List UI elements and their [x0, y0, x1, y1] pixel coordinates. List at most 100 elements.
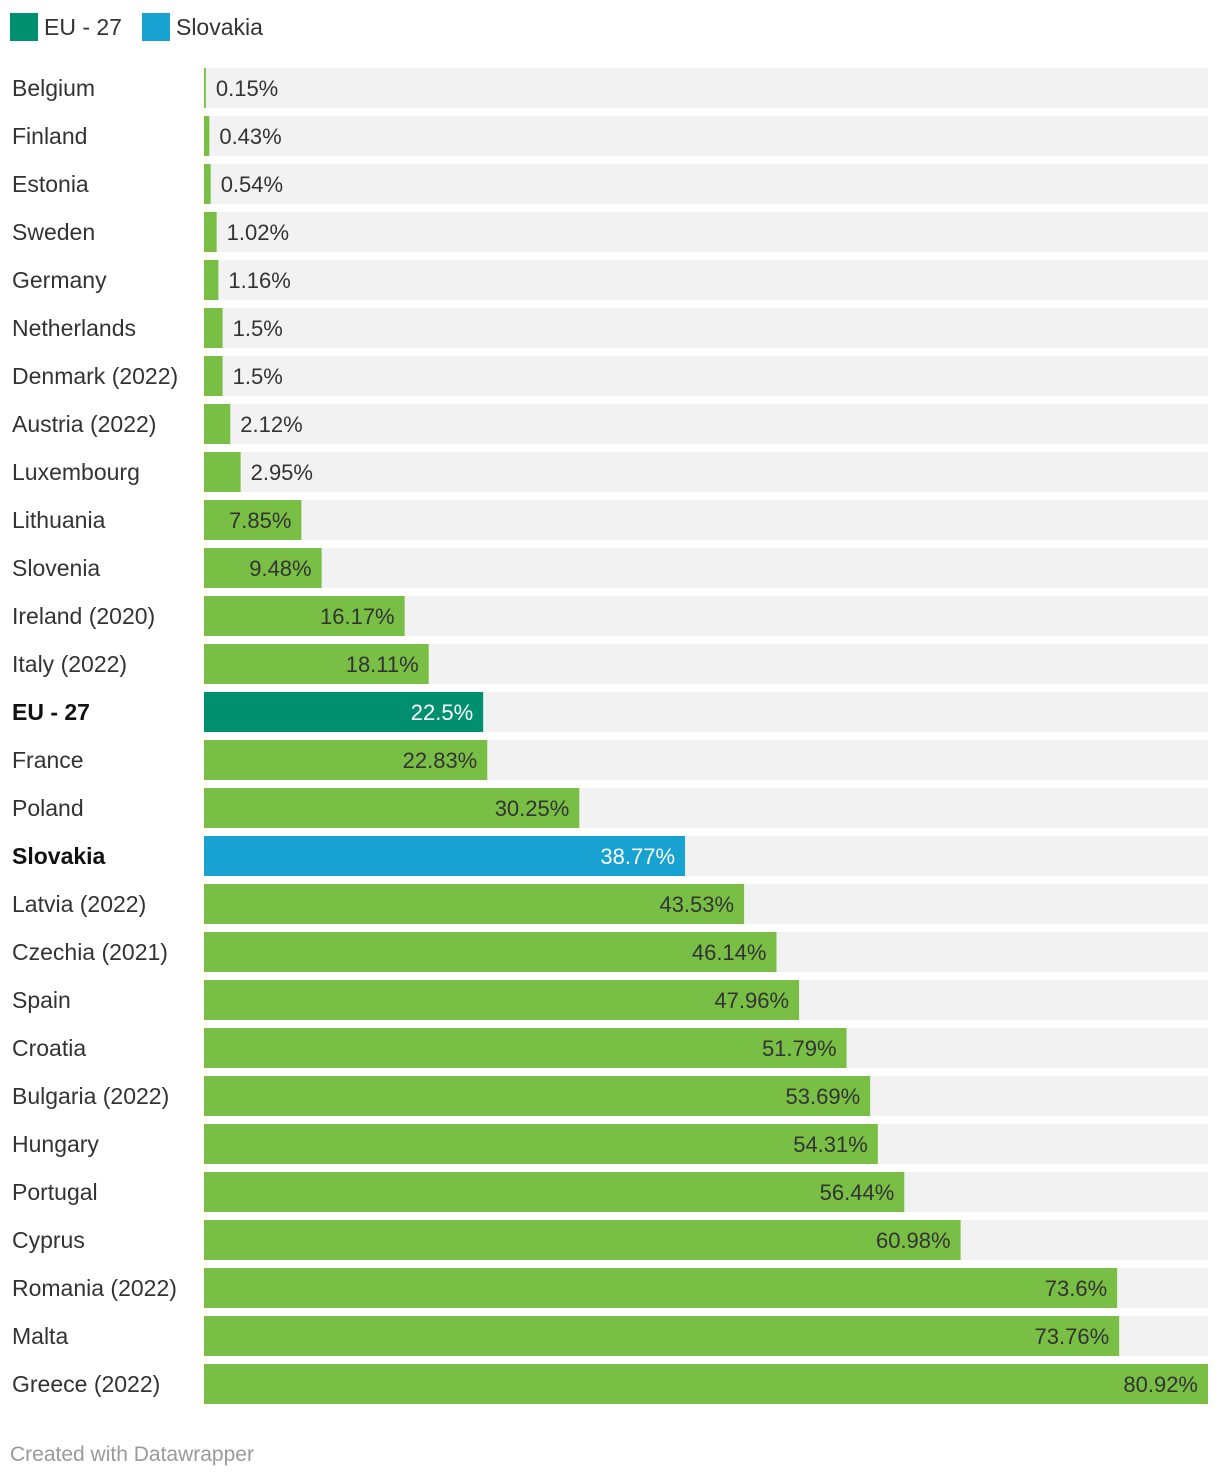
bar-hungary [204, 1124, 878, 1164]
legend-label-eu-27: EU - 27 [44, 13, 122, 40]
bar-netherlands [204, 308, 223, 348]
legend: EU - 27 Slovakia [10, 12, 283, 42]
bar-malta [204, 1316, 1120, 1356]
value-label-croatia: 51.79% [762, 1036, 837, 1061]
row-label-bulgaria-2022: Bulgaria (2022) [12, 1083, 169, 1109]
bar-estonia [204, 164, 211, 204]
value-label-greece-2022: 80.92% [1123, 1372, 1198, 1397]
row-label-ireland-2020: Ireland (2020) [12, 603, 155, 629]
bar-luxembourg [204, 452, 241, 492]
bar-track-slovenia [204, 548, 1208, 588]
bar-slovenia [204, 548, 322, 588]
row-label-greece-2022: Greece (2022) [12, 1371, 160, 1397]
bar-track-denmark-2022 [204, 356, 1208, 396]
bar-greece-2022 [204, 1364, 1208, 1404]
value-label-cyprus: 60.98% [876, 1228, 951, 1253]
row-label-eu-27: EU - 27 [12, 699, 90, 725]
bar-cyprus [204, 1220, 961, 1260]
bar-france [204, 740, 488, 780]
bar-spain [204, 980, 800, 1020]
value-label-sweden: 1.02% [227, 220, 289, 245]
value-label-hungary: 54.31% [793, 1132, 868, 1157]
bar-track-belgium [204, 68, 1208, 108]
value-label-slovenia: 9.48% [249, 556, 311, 581]
row-label-slovenia: Slovenia [12, 555, 100, 581]
bar-track-germany [204, 260, 1208, 300]
bar-poland [204, 788, 580, 828]
row-label-poland: Poland [12, 795, 84, 821]
row-label-cyprus: Cyprus [12, 1227, 85, 1253]
bar-portugal [204, 1172, 905, 1212]
legend-item-slovakia: Slovakia [141, 13, 263, 41]
row-label-belgium: Belgium [12, 75, 95, 101]
bar-bulgaria-2022 [204, 1076, 871, 1116]
value-label-spain: 47.96% [714, 988, 789, 1013]
bar-romania-2022 [204, 1268, 1118, 1308]
value-label-luxembourg: 2.95% [251, 460, 313, 485]
legend-swatch-slovakia [141, 13, 170, 41]
value-label-estonia: 0.54% [221, 172, 283, 197]
value-label-denmark-2022: 1.5% [233, 364, 283, 389]
value-label-latvia-2022: 43.53% [659, 892, 734, 917]
bar-track-netherlands [204, 308, 1208, 348]
value-label-portugal: 56.44% [820, 1180, 895, 1205]
value-label-lithuania: 7.85% [229, 508, 291, 533]
bar-lithuania [204, 500, 302, 540]
value-label-bulgaria-2022: 53.69% [786, 1084, 861, 1109]
legend-label-slovakia: Slovakia [175, 13, 263, 40]
legend-item-eu-27: EU - 27 [10, 13, 122, 41]
row-label-latvia-2022: Latvia (2022) [12, 891, 146, 917]
value-label-belgium: 0.15% [216, 76, 278, 101]
row-label-romania-2022: Romania (2022) [12, 1275, 177, 1301]
bar-czechia-2021 [204, 932, 777, 972]
row-label-sweden: Sweden [12, 219, 95, 245]
footer-credit: Created with Datawrapper [10, 1443, 254, 1466]
bar-track-austria-2022 [204, 404, 1208, 444]
value-label-malta: 73.76% [1035, 1324, 1110, 1349]
value-label-finland: 0.43% [219, 124, 281, 149]
row-label-luxembourg: Luxembourg [12, 459, 140, 485]
row-label-italy-2022: Italy (2022) [12, 651, 127, 677]
value-label-austria-2022: 2.12% [240, 412, 302, 437]
value-label-eu-27: 22.5% [411, 700, 473, 725]
row-label-hungary: Hungary [12, 1131, 99, 1157]
value-label-france: 22.83% [403, 748, 478, 773]
bar-belgium [204, 68, 206, 108]
bar-finland [204, 116, 210, 156]
row-label-spain: Spain [12, 987, 71, 1013]
value-label-czechia-2021: 46.14% [692, 940, 767, 965]
row-label-denmark-2022: Denmark (2022) [12, 363, 178, 389]
bar-track-estonia [204, 164, 1208, 204]
bar-sweden [204, 212, 217, 252]
row-label-malta: Malta [12, 1323, 68, 1349]
bar-croatia [204, 1028, 847, 1068]
bar-germany [204, 260, 219, 300]
bar-denmark-2022 [204, 356, 223, 396]
bar-track-luxembourg [204, 452, 1208, 492]
bar-italy-2022 [204, 644, 429, 684]
value-label-ireland-2020: 16.17% [320, 604, 395, 629]
row-label-lithuania: Lithuania [12, 507, 106, 533]
row-label-slovakia: Slovakia [12, 843, 106, 869]
row-label-finland: Finland [12, 123, 87, 149]
row-label-croatia: Croatia [12, 1035, 86, 1061]
value-label-germany: 1.16% [228, 268, 290, 293]
bar-track-lithuania [204, 500, 1208, 540]
value-label-italy-2022: 18.11% [346, 652, 419, 677]
bar-latvia-2022 [204, 884, 745, 924]
row-label-france: France [12, 747, 84, 773]
row-label-austria-2022: Austria (2022) [12, 411, 156, 437]
legend-swatch-eu-27 [10, 13, 38, 41]
bar-eu-27 [204, 692, 484, 732]
row-label-czechia-2021: Czechia (2021) [12, 939, 168, 965]
row-label-estonia: Estonia [12, 171, 89, 197]
value-label-slovakia: 38.77% [600, 844, 675, 869]
row-label-netherlands: Netherlands [12, 315, 136, 341]
value-label-poland: 30.25% [495, 796, 570, 821]
bar-slovakia [204, 836, 686, 876]
bar-chart: Belgium 0.15% Finland 0.43% Estonia 0.54% Swed… [12, 68, 1208, 1404]
bar-track-sweden [204, 212, 1208, 252]
bar-track-finland [204, 116, 1208, 156]
row-label-germany: Germany [12, 267, 107, 293]
bar-austria-2022 [204, 404, 231, 444]
